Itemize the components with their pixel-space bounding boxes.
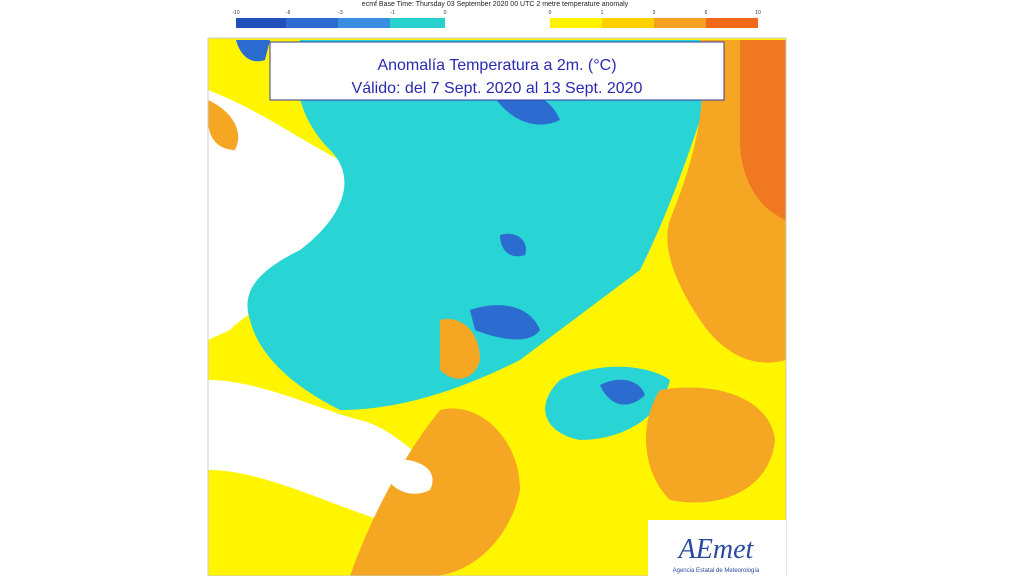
colorbar-tick-label: 10 [755, 10, 761, 16]
colorbar-tick-label: 0 [549, 10, 552, 16]
colorbar-tick-label: 0 [444, 10, 447, 16]
colorbar-tick-label: -3 [338, 10, 343, 16]
cold-colorbar [236, 18, 445, 28]
colorbar-tick-label: 1 [601, 10, 604, 16]
logo-name: AEmet [677, 534, 755, 565]
colorbar-tick-label: -6 [286, 10, 291, 16]
colorbar-tick-label: -1 [391, 10, 396, 16]
colorbar-tick-label: 3 [653, 10, 656, 16]
title-box [269, 41, 725, 101]
anomaly-map [208, 38, 786, 576]
colorbar-tick-label: -10 [232, 10, 239, 16]
logo-box [648, 520, 786, 576]
title-line1: Anomalía Temperatura a 2m. (°C) [377, 57, 616, 74]
warm-colorbar [550, 18, 758, 28]
header-text: ecmf Base Time: Thursday 03 September 20… [362, 1, 629, 8]
colorbar-tick-label: 6 [705, 10, 708, 16]
logo-subtitle: Agencia Estatal de Meteorología [673, 568, 760, 574]
title-line2: Válido: del 7 Sept. 2020 al 13 Sept. 202… [352, 80, 643, 97]
